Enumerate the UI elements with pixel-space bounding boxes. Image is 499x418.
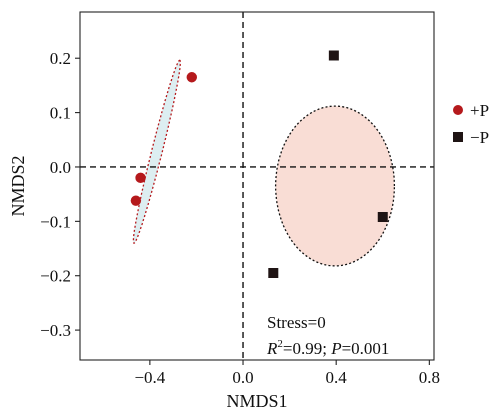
r-superscript: 2: [277, 338, 283, 350]
x-tick-label-2: 0.0: [232, 368, 253, 387]
ellipse-series-2: [274, 105, 396, 267]
y-tick-label-3: −0.1: [40, 212, 71, 231]
p-symbol: P: [330, 339, 341, 358]
r-value: =0.99;: [283, 339, 331, 358]
point-series-1-1: [186, 72, 197, 83]
point-series-2-3: [268, 268, 279, 278]
point-series-2-1: [328, 50, 339, 61]
point-series-1-2: [135, 172, 146, 184]
p-value: =0.001: [342, 339, 390, 358]
y-tick-label-1: −0.3: [40, 321, 71, 340]
ellipse-series-1: [132, 59, 181, 244]
y-tick-label-5: 0.1: [50, 104, 71, 123]
x-axis-label: NMDS1: [226, 391, 287, 411]
y-tick-label-6: 0.2: [50, 49, 71, 68]
r-symbol: R: [266, 339, 278, 358]
stress-annotation: Stress=0: [267, 313, 326, 332]
point-series-2-2: [377, 211, 388, 222]
point-series-1-3: [130, 195, 142, 206]
legend-marker-series-2: [453, 132, 463, 142]
legend-label-series-1: +P: [470, 101, 489, 120]
plot-frame: [79, 11, 435, 361]
x-tick-label-4: 0.8: [419, 368, 440, 387]
y-axis-label: NMDS2: [8, 155, 28, 216]
y-tick-label-4: 0.0: [50, 158, 71, 177]
x-tick-label-1: −0.4: [134, 368, 165, 387]
legend-marker-series-1: [453, 105, 463, 115]
y-tick-label-2: −0.2: [40, 267, 71, 286]
r2-p-annotation: R2=0.99; P=0.001: [266, 338, 389, 358]
legend-label-series-2: −P: [470, 128, 489, 147]
x-tick-label-3: 0.4: [326, 368, 348, 387]
legend: +P −P: [453, 101, 489, 147]
